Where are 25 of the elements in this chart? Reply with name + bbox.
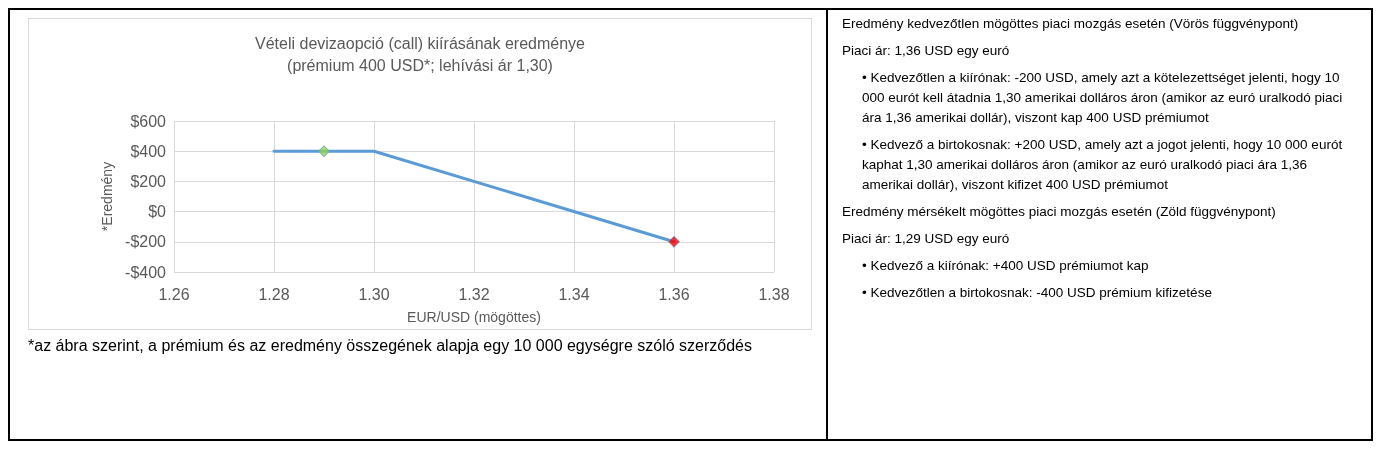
y-tick-label: $400 bbox=[130, 142, 167, 160]
x-tick-label: 1.30 bbox=[358, 285, 390, 303]
x-tick-label: 1.36 bbox=[658, 285, 690, 303]
x-tick-label: 1.28 bbox=[258, 285, 290, 303]
text: Piaci ár: 1,36 USD egy euró bbox=[842, 42, 1011, 60]
chart-title: Vételi devizaopció (call) kiírásának eredménye (prémium 400 USD*; lehívási ár 1,30) bbox=[255, 34, 586, 74]
text: Piaci ár: 1,29 USD egy euró bbox=[842, 230, 1011, 248]
y-tick-label: -$200 bbox=[125, 233, 167, 251]
x-axis-title: EUR/USD (mögöttes) bbox=[407, 309, 541, 325]
text: Eredmény kedvezőtlen mögöttes piaci mozgás esetén (Vörös függvénypont) bbox=[842, 15, 1300, 33]
y-tick-label: $0 bbox=[148, 203, 167, 221]
x-tick-label: 1.32 bbox=[458, 285, 490, 303]
text: Eredmény mérsékelt mögöttes piaci mozgás esetén (Zöld függvénypont) bbox=[842, 203, 1277, 221]
y-tick-label: $600 bbox=[130, 112, 167, 130]
text: • Kedvező a birtokosnak: +200 USD, amely azt a jogot jelenti, hogy 10 000 eurót kaphat 1,30 amerikai dolláros áron (amikor az euró uralkodó piaci ára 1,36 amerikai dollár), viszont kifizet 400 USD prémiumot bbox=[861, 136, 1344, 194]
x-tick-label: 1.34 bbox=[558, 285, 590, 303]
text: • Kedvezőtlen a kiírónak: -200 USD, amely azt a kötelezettséget jelenti, hogy 10 000 eurót kell átadnia 1,30 amerikai dolláros áron (amikor az euró uralkodó piaci ára 1,36 amerikai dollár), viszont kap 400 USD prémiumot bbox=[861, 69, 1344, 127]
y-tick-label: $200 bbox=[130, 172, 167, 190]
text: • Kedvezőtlen a birtokosnak: -400 USD prémium kifizetése bbox=[861, 284, 1213, 302]
text: • Kedvező a kiírónak: +400 USD prémiumot kap bbox=[861, 257, 1150, 275]
x-tick-label: 1.26 bbox=[158, 285, 190, 303]
y-tick-label: -$400 bbox=[125, 263, 167, 281]
x-tick-label: 1.38 bbox=[758, 285, 790, 303]
y-axis-title: *Eredmény bbox=[99, 161, 116, 232]
text: *az ábra szerint, a prémium és az eredmény összegének alapja egy 10 000 egységre szóló szerződés bbox=[28, 336, 753, 356]
